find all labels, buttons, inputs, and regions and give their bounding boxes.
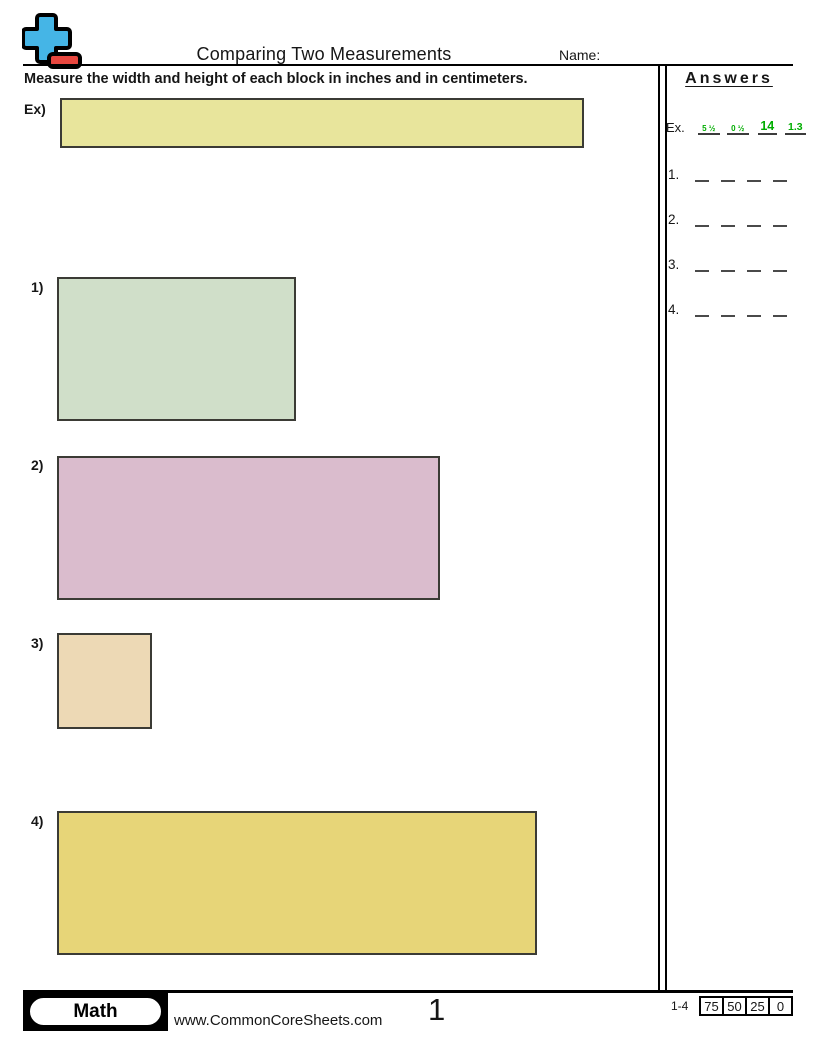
score-cell: 50 bbox=[722, 996, 747, 1016]
answer-blank bbox=[773, 256, 788, 272]
answer-blank bbox=[695, 301, 710, 317]
subject-badge-label: Math bbox=[28, 996, 163, 1027]
answer-blank bbox=[721, 301, 736, 317]
measure-block-2 bbox=[57, 456, 440, 600]
answer-row-2: 2. bbox=[668, 211, 788, 227]
page-title: Comparing Two Measurements bbox=[196, 44, 452, 64]
problem-label-4: 4) bbox=[31, 813, 44, 829]
score-cell: 0 bbox=[768, 996, 793, 1016]
instruction-text: Measure the width and height of each blo… bbox=[24, 71, 528, 87]
measure-block-4 bbox=[57, 811, 537, 955]
problem-label-2: 2) bbox=[31, 457, 44, 473]
plus-minus-logo-icon bbox=[22, 13, 82, 69]
problem-label-3: 3) bbox=[31, 635, 44, 651]
answer-blank bbox=[747, 256, 762, 272]
answer-blank bbox=[721, 211, 736, 227]
answer-row-label: 2. bbox=[668, 212, 680, 227]
measure-block-3 bbox=[57, 633, 152, 729]
answer-row-label: 4. bbox=[668, 302, 680, 317]
answer-row-example: Ex. 5 ½ 0 ½ 14 1.3 bbox=[666, 119, 806, 136]
website-url: www.CommonCoreSheets.com bbox=[174, 1012, 383, 1029]
score-range-label: 1-4 bbox=[671, 999, 689, 1013]
answers-heading: Answers bbox=[685, 70, 773, 87]
answer-row-label: 1. bbox=[668, 167, 680, 182]
answer-row-4: 4. bbox=[668, 301, 788, 317]
measure-block-example bbox=[60, 98, 584, 148]
subject-badge: Math bbox=[23, 992, 168, 1031]
score-cell: 25 bbox=[745, 996, 770, 1016]
answer-row-1: 1. bbox=[668, 166, 788, 182]
score-table: 75 50 25 0 bbox=[699, 996, 793, 1016]
answer-blank bbox=[721, 166, 736, 182]
measure-block-1 bbox=[57, 277, 296, 421]
example-answer-width-inches: 5 ½ bbox=[697, 124, 720, 136]
problem-label-1: 1) bbox=[31, 279, 44, 295]
answers-divider bbox=[658, 66, 667, 990]
score-cell: 75 bbox=[699, 996, 724, 1016]
answer-row-label: Ex. bbox=[666, 120, 685, 136]
answer-blank bbox=[747, 301, 762, 317]
answer-blank bbox=[747, 211, 762, 227]
answer-row-3: 3. bbox=[668, 256, 788, 272]
footer-divider bbox=[23, 990, 793, 993]
answer-blank bbox=[695, 166, 710, 182]
answer-blank bbox=[695, 211, 710, 227]
answer-blank bbox=[773, 211, 788, 227]
example-answer-height-cm: 1.3 bbox=[784, 122, 806, 136]
example-answer-height-inches: 0 ½ bbox=[726, 124, 749, 136]
answer-row-label: 3. bbox=[668, 257, 680, 272]
page-number: 1 bbox=[428, 992, 446, 1027]
answer-blank bbox=[721, 256, 736, 272]
answer-blank bbox=[747, 166, 762, 182]
answer-blank bbox=[773, 166, 788, 182]
answer-blank bbox=[695, 256, 710, 272]
header-divider bbox=[23, 64, 793, 66]
name-label: Name: bbox=[559, 47, 601, 63]
problem-label-example: Ex) bbox=[24, 101, 46, 117]
answer-blank bbox=[773, 301, 788, 317]
example-answer-width-cm: 14 bbox=[757, 119, 777, 136]
